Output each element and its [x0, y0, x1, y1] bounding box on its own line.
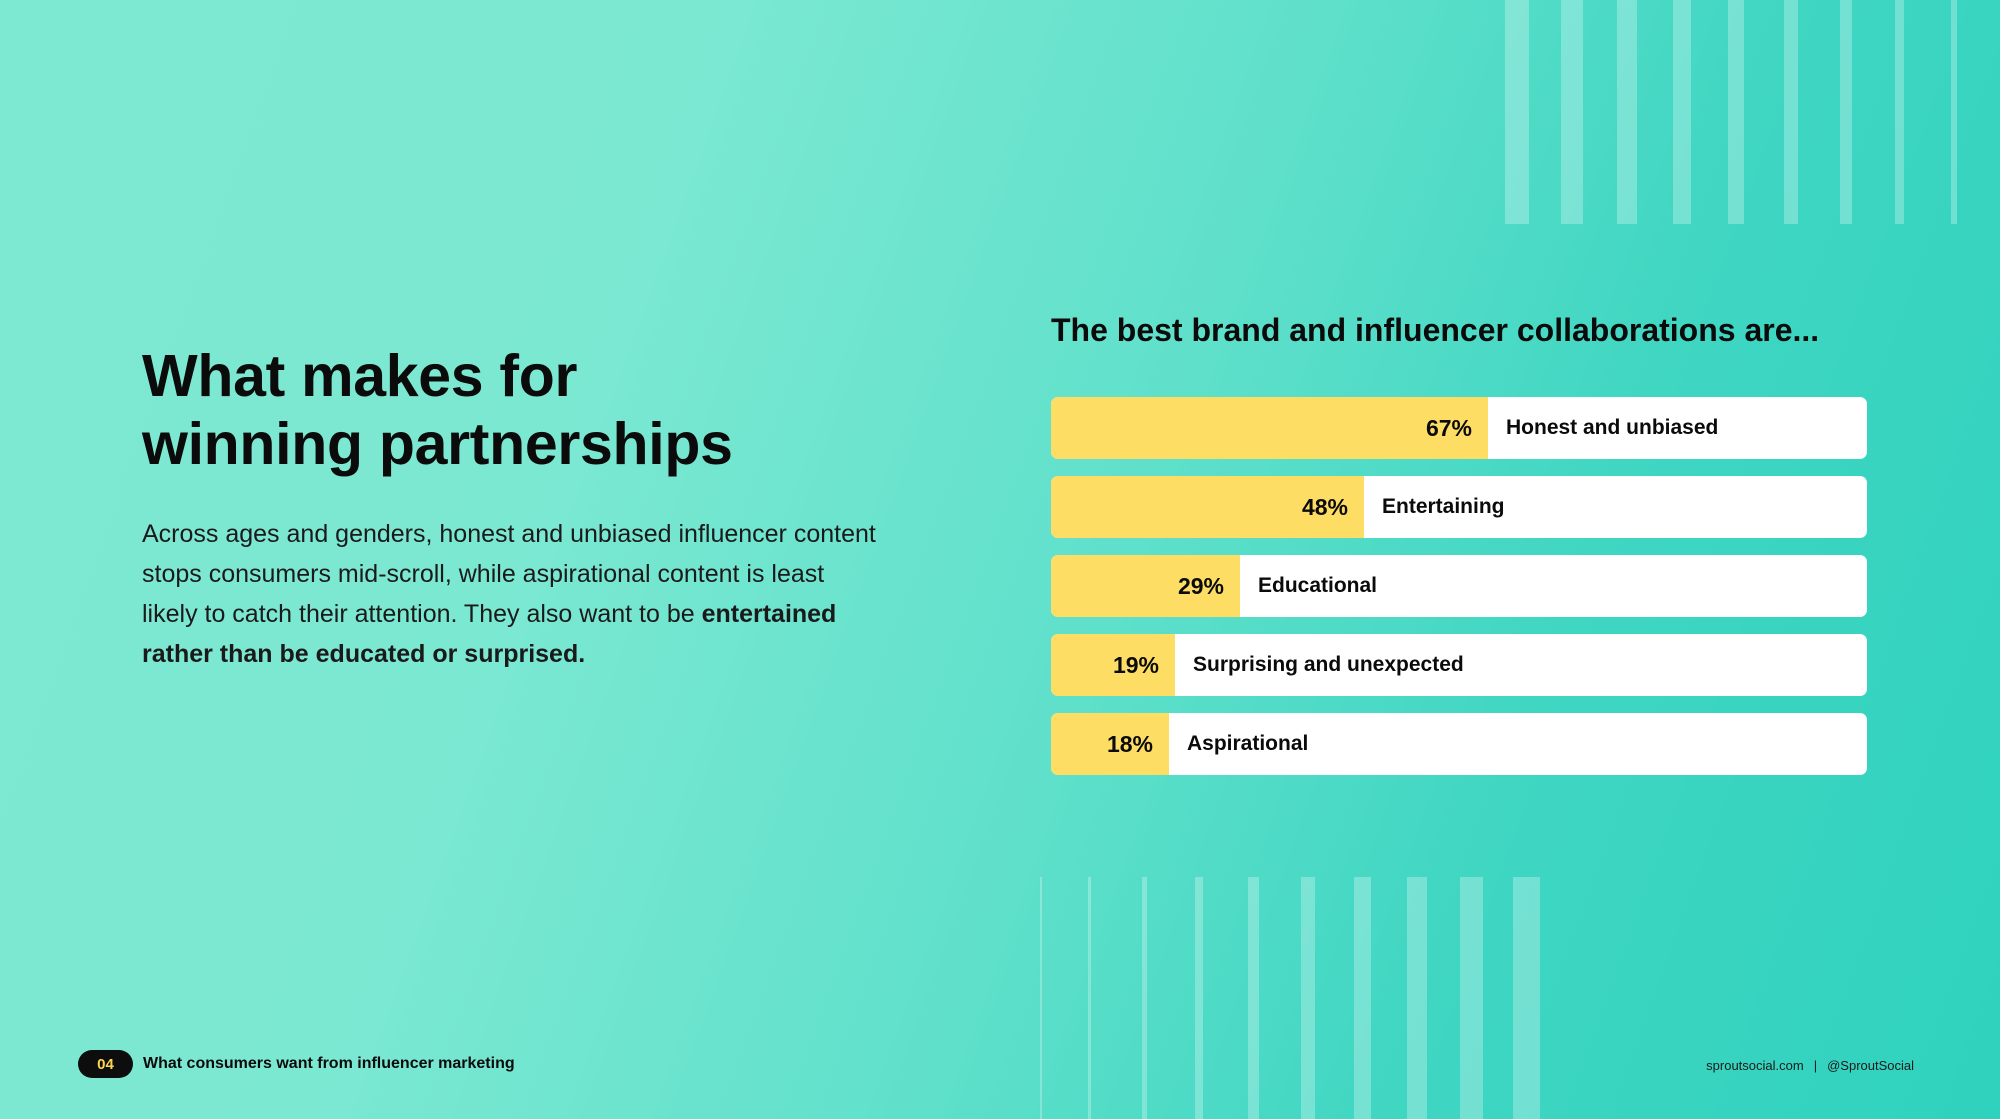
- decorative-stripe: [1460, 877, 1483, 1119]
- footer-website: sproutsocial.com: [1706, 1058, 1804, 1073]
- decorative-stripe: [1505, 0, 1529, 224]
- decorative-stripe: [1040, 877, 1042, 1119]
- bar: 18%: [1051, 713, 1169, 775]
- bar-category-label: Entertaining: [1382, 495, 1505, 518]
- decorative-stripe: [1088, 877, 1091, 1119]
- page-title-line-2: winning partnerships: [142, 411, 733, 477]
- bar-row: 19% Surprising and unexpected: [1051, 634, 1867, 696]
- bar-chart: 67% Honest and unbiased 48% Entertaining 29%…: [1051, 397, 1867, 792]
- decorative-stripes-bottom: [1035, 877, 1545, 1119]
- decorative-stripe: [1673, 0, 1691, 224]
- page-title-line-1: What makes for: [142, 343, 578, 409]
- footer-left: 04 What consumers want from influencer m…: [78, 1050, 515, 1078]
- bar-category-label: Honest and unbiased: [1506, 416, 1719, 439]
- decorative-stripe: [1142, 877, 1147, 1119]
- decorative-stripe: [1561, 0, 1583, 224]
- bar-row: 67% Honest and unbiased: [1051, 397, 1867, 459]
- body-bold-text: entertained rather than be educated or s…: [142, 600, 837, 668]
- decorative-stripe: [1301, 877, 1315, 1119]
- decorative-stripes-top: [1505, 0, 1965, 224]
- decorative-stripe: [1354, 877, 1371, 1119]
- bar-value-label: 29%: [1177, 572, 1224, 599]
- footer-section-title: What consumers want from influencer mark…: [143, 1055, 515, 1072]
- bar-row: 29% Educational: [1051, 555, 1867, 617]
- bar-value-label: 48%: [1301, 493, 1348, 520]
- decorative-stripe: [1248, 877, 1259, 1119]
- page-title: What makes for winning partnerships: [142, 342, 733, 478]
- decorative-stripe: [1840, 0, 1852, 224]
- decorative-stripe: [1895, 0, 1904, 224]
- bar-category-label: Educational: [1258, 574, 1378, 597]
- decorative-stripe: [1617, 0, 1637, 224]
- bar-value-label: 19%: [1112, 651, 1159, 678]
- page-number-badge: 04: [78, 1050, 133, 1078]
- bar-row: 18% Aspirational: [1051, 713, 1867, 775]
- footer-separator: |: [1813, 1058, 1818, 1073]
- bar: 48%: [1051, 476, 1364, 538]
- decorative-stripe: [1513, 877, 1540, 1119]
- body-paragraph: Across ages and genders, honest and unbi…: [142, 514, 882, 674]
- bar-value-label: 18%: [1106, 730, 1153, 757]
- bar-category-label: Aspirational: [1187, 732, 1309, 755]
- bar-category-label: Surprising and unexpected: [1193, 653, 1464, 676]
- chart-title: The best brand and influencer collaborat…: [1051, 312, 1820, 348]
- decorative-stripe: [1784, 0, 1798, 224]
- footer-handle: @SproutSocial: [1827, 1058, 1914, 1073]
- decorative-stripe: [1195, 877, 1203, 1119]
- bar-value-label: 67%: [1425, 414, 1472, 441]
- bar-row: 48% Entertaining: [1051, 476, 1867, 538]
- bar: 67%: [1051, 397, 1488, 459]
- bar: 19%: [1051, 634, 1175, 696]
- decorative-stripe: [1728, 0, 1744, 224]
- body-text: Across ages and genders, honest and unbi…: [142, 520, 876, 628]
- decorative-stripe: [1951, 0, 1957, 224]
- bar: 29%: [1051, 555, 1240, 617]
- decorative-stripe: [1407, 877, 1427, 1119]
- footer-right: sproutsocial.com | @SproutSocial: [1706, 1058, 1914, 1073]
